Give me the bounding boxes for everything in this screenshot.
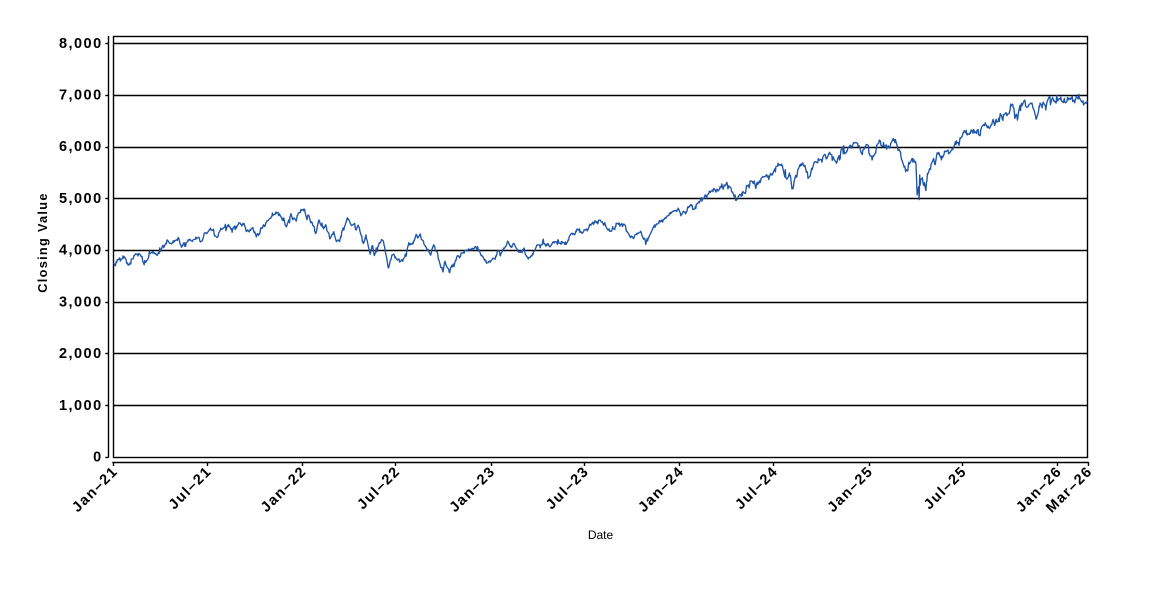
svg-text:7,000: 7,000 bbox=[59, 88, 103, 104]
svg-text:1,000: 1,000 bbox=[59, 398, 103, 414]
svg-text:6,000: 6,000 bbox=[59, 139, 103, 155]
svg-text:Date: Date bbox=[588, 528, 614, 542]
svg-text:Closing Value: Closing Value bbox=[35, 192, 50, 293]
svg-text:2,000: 2,000 bbox=[59, 346, 103, 362]
svg-text:0: 0 bbox=[93, 450, 103, 466]
svg-text:4,000: 4,000 bbox=[59, 243, 103, 259]
svg-text:3,000: 3,000 bbox=[59, 294, 103, 310]
svg-text:8,000: 8,000 bbox=[59, 36, 103, 52]
svg-text:5,000: 5,000 bbox=[59, 191, 103, 207]
